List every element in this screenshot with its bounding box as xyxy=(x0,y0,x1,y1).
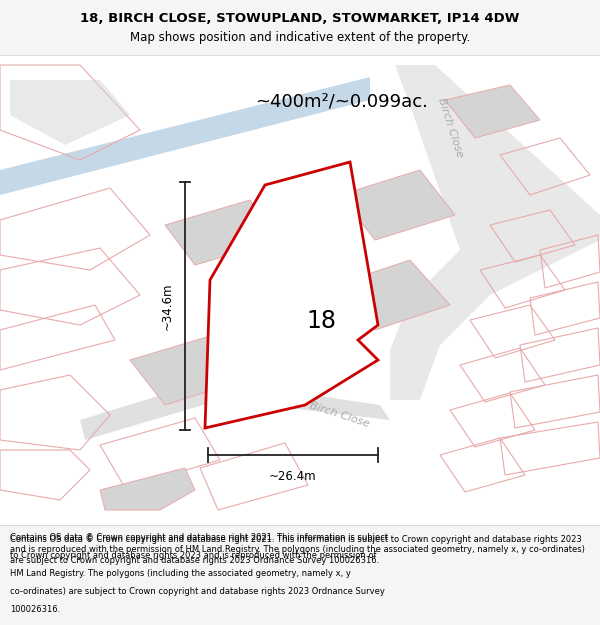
Text: to Crown copyright and database rights 2023 and is reproduced with the permissio: to Crown copyright and database rights 2… xyxy=(10,551,377,560)
Polygon shape xyxy=(100,468,195,510)
Text: Contains OS data © Crown copyright and database right 2021. This information is : Contains OS data © Crown copyright and d… xyxy=(10,535,585,565)
Text: Map shows position and indicative extent of the property.: Map shows position and indicative extent… xyxy=(130,31,470,44)
Polygon shape xyxy=(10,80,130,145)
Text: 18: 18 xyxy=(306,309,336,332)
Text: 18, BIRCH CLOSE, STOWUPLAND, STOWMARKET, IP14 4DW: 18, BIRCH CLOSE, STOWUPLAND, STOWMARKET,… xyxy=(80,11,520,24)
Polygon shape xyxy=(205,162,378,428)
Polygon shape xyxy=(340,170,455,240)
Text: Birch Close: Birch Close xyxy=(309,401,371,429)
Polygon shape xyxy=(80,380,390,440)
Polygon shape xyxy=(445,85,540,138)
Text: 100026316.: 100026316. xyxy=(10,605,60,614)
Polygon shape xyxy=(390,65,600,400)
Polygon shape xyxy=(0,77,370,195)
Text: ~34.6m: ~34.6m xyxy=(161,282,173,330)
Text: Birch Close: Birch Close xyxy=(436,97,464,159)
Bar xyxy=(0,55,600,525)
Text: Contains OS data © Crown copyright and database right 2021. This information is : Contains OS data © Crown copyright and d… xyxy=(10,533,388,542)
Text: ~400m²/~0.099ac.: ~400m²/~0.099ac. xyxy=(255,93,428,111)
Polygon shape xyxy=(165,200,280,265)
Text: ~26.4m: ~26.4m xyxy=(269,471,317,484)
Text: HM Land Registry. The polygons (including the associated geometry, namely x, y: HM Land Registry. The polygons (includin… xyxy=(10,569,351,578)
Polygon shape xyxy=(335,260,450,330)
Text: co-ordinates) are subject to Crown copyright and database rights 2023 Ordnance S: co-ordinates) are subject to Crown copyr… xyxy=(10,587,385,596)
Polygon shape xyxy=(130,330,260,405)
